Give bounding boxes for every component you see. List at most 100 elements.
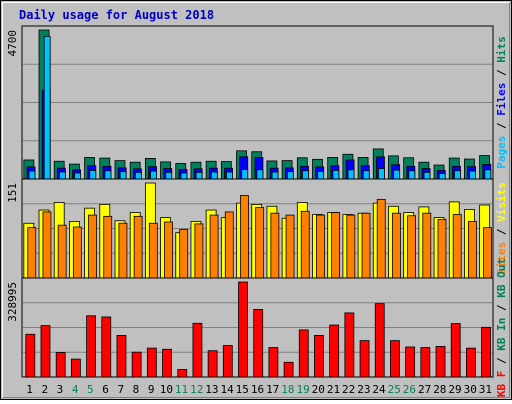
x-tick-label: 12 xyxy=(190,383,203,396)
bar-kb-f-day-18 xyxy=(283,361,294,378)
x-tick-label: 27 xyxy=(418,383,431,396)
bar-pages-day-26 xyxy=(408,170,416,180)
x-tick-label: 21 xyxy=(327,383,340,396)
bar-pages-day-12 xyxy=(195,171,203,180)
bar-sites-day-29 xyxy=(452,214,462,279)
bar-pages-day-31 xyxy=(484,169,492,180)
legend-3: KB F / KB In / KB Out xyxy=(495,258,508,397)
chart-title: Daily usage for August 2018 xyxy=(19,8,214,22)
legend-entry: / xyxy=(495,298,508,318)
x-tick-label: 10 xyxy=(160,383,173,396)
bar-kb-f-day-14 xyxy=(222,345,233,378)
bar-sites-day-28 xyxy=(437,219,447,279)
bar-kb-f-day-19 xyxy=(298,329,309,378)
bar-sites-day-4 xyxy=(72,226,82,279)
y-max-label: 151 xyxy=(6,183,19,203)
bar-kb-f-day-31 xyxy=(481,326,492,378)
legend-entry: Hits xyxy=(495,36,508,63)
bar-kb-f-day-15 xyxy=(238,281,248,378)
bar-sites-day-16 xyxy=(255,207,265,279)
bar-sites-day-27 xyxy=(422,212,432,279)
bar-pages-day-17 xyxy=(271,171,279,180)
bar-sites-day-22 xyxy=(346,214,356,279)
x-tick-label: 6 xyxy=(102,383,109,396)
bar-kb-f-day-29 xyxy=(450,323,461,378)
bar-kb-f-day-28 xyxy=(435,345,446,378)
x-tick-label: 11 xyxy=(175,383,188,396)
x-tick-label: 28 xyxy=(433,383,446,396)
bar-kb-f-day-13 xyxy=(207,350,218,378)
bar-sites-day-3 xyxy=(57,224,67,279)
bar-kb-f-day-25 xyxy=(390,340,400,378)
bar-kb-f-day-1 xyxy=(25,333,36,378)
bar-sites-day-25 xyxy=(392,212,401,279)
bar-sites-day-18 xyxy=(285,214,295,279)
bar-sites-day-26 xyxy=(407,215,417,279)
bar-kb-f-day-12 xyxy=(192,322,203,378)
bar-kb-f-day-26 xyxy=(405,346,416,378)
bar-sites-day-20 xyxy=(316,214,325,279)
bar-sites-day-17 xyxy=(270,212,280,279)
x-tick-label: 19 xyxy=(296,383,309,396)
bar-sites-day-13 xyxy=(209,214,219,279)
x-tick-label: 31 xyxy=(479,383,492,396)
bar-kb-f-day-9 xyxy=(146,347,157,378)
bar-pages-day-14 xyxy=(226,171,233,180)
bar-sites-day-8 xyxy=(133,215,143,279)
bar-kb-f-day-8 xyxy=(131,351,142,378)
legend-entry: KB In xyxy=(495,318,508,351)
bar-pages-day-19 xyxy=(302,170,309,180)
x-tick-label: 22 xyxy=(342,383,355,396)
y-max-label: 4700 xyxy=(6,30,19,57)
bar-pages-day-4 xyxy=(74,172,81,180)
bar-kb-f-day-11 xyxy=(177,369,188,378)
legend-entry: Sites xyxy=(495,242,508,275)
legend-entry: KB F xyxy=(495,371,508,398)
bar-pages-day-21 xyxy=(332,170,340,180)
panel-2: 151 Sites / Visits xyxy=(6,178,508,279)
bar-sites-day-21 xyxy=(331,212,341,279)
x-tick-label: 2 xyxy=(41,383,48,396)
x-tick-label: 23 xyxy=(357,383,370,396)
bar-pages-day-8 xyxy=(134,171,142,180)
bar-pages-day-10 xyxy=(165,171,173,180)
bar-sites-day-30 xyxy=(467,220,477,279)
x-tick-label: 26 xyxy=(403,383,416,396)
x-tick-label: 25 xyxy=(388,383,401,396)
panel-3: 328995 KB F / KB In / KB Out xyxy=(6,258,508,397)
panel-1: 4700 Pages / Files / Hits xyxy=(6,25,508,180)
bar-pages-day-18 xyxy=(286,171,294,180)
bar-pages-day-23 xyxy=(362,170,370,180)
bar-pages-day-5 xyxy=(89,170,97,180)
x-tick-label: 30 xyxy=(464,383,477,396)
legend-entry: / xyxy=(495,351,508,371)
bar-pages-day-22 xyxy=(347,169,355,180)
bar-sites-day-12 xyxy=(194,223,204,279)
bar-pages-day-28 xyxy=(438,173,446,180)
bar-pages-day-20 xyxy=(317,170,325,180)
bar-kb-f-day-2 xyxy=(40,325,51,378)
bar-pages-day-1 xyxy=(28,170,36,180)
x-tick-label: 8 xyxy=(133,383,140,396)
bar-kb-f-day-6 xyxy=(101,316,112,378)
bar-sites-day-5 xyxy=(88,214,97,279)
bar-pages-day-13 xyxy=(210,171,218,180)
x-tick-label: 9 xyxy=(148,383,155,396)
bar-pages-day-30 xyxy=(469,170,477,180)
bar-kb-f-day-21 xyxy=(329,324,340,378)
bar-kb-f-day-10 xyxy=(162,348,172,378)
bar-pages-day-7 xyxy=(119,171,127,180)
x-tick-label: 14 xyxy=(220,383,234,396)
bar-kb-f-day-20 xyxy=(314,335,324,378)
bar-pages-day-24 xyxy=(378,168,385,180)
bar-sites-day-31 xyxy=(483,227,492,279)
legend-entry: / xyxy=(495,116,508,136)
x-tick-label: 7 xyxy=(117,383,124,396)
legend-1: Pages / Files / Hits xyxy=(495,36,508,169)
y-max-label: 328995 xyxy=(6,282,19,322)
bar-sites-day-24 xyxy=(376,198,386,279)
legend-entry: / xyxy=(495,222,508,242)
bar-kb-f-day-22 xyxy=(344,312,355,378)
